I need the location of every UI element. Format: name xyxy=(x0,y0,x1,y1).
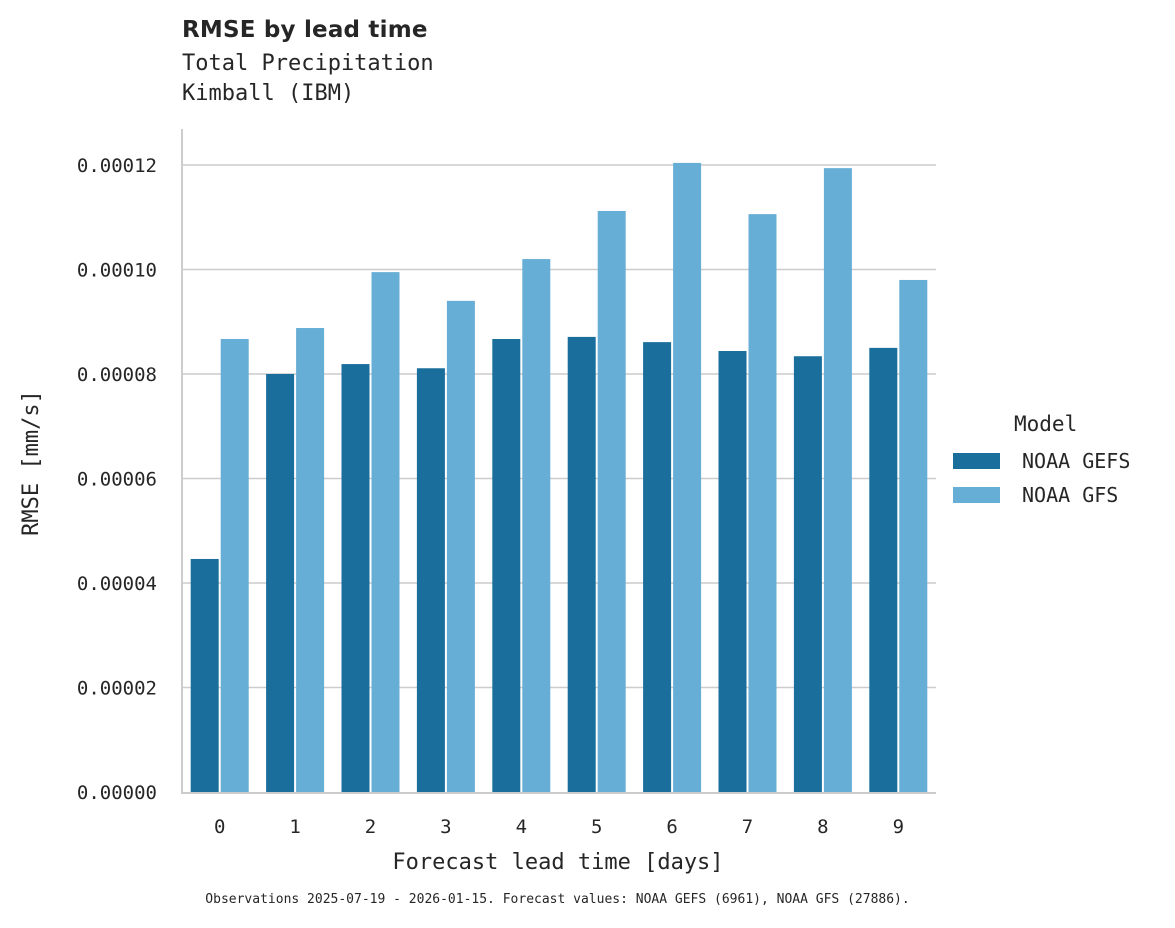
y-tick-label: 0.00006 xyxy=(77,469,157,491)
bar-noaa-gefs-day-5 xyxy=(567,336,596,792)
legend-item-noaa-gefs: NOAA GEFS xyxy=(953,444,1130,478)
bar-noaa-gefs-day-1 xyxy=(266,374,295,792)
bar-noaa-gfs-day-8 xyxy=(823,168,852,792)
x-tick-label: 5 xyxy=(591,816,602,838)
bar-noaa-gfs-day-9 xyxy=(899,279,928,792)
x-tick-label: 7 xyxy=(742,816,753,838)
bar-noaa-gefs-day-6 xyxy=(643,342,672,792)
bar-noaa-gfs-day-1 xyxy=(296,328,325,792)
bar-noaa-gfs-day-2 xyxy=(371,272,400,792)
legend-swatch-gefs xyxy=(953,453,1000,469)
legend-label-gefs: NOAA GEFS xyxy=(1022,449,1131,473)
chart-subtitle-location: Kimball (IBM) xyxy=(182,81,355,106)
y-tick-label: 0.00008 xyxy=(77,364,157,386)
legend-title: Model xyxy=(1014,412,1078,436)
y-gridlines xyxy=(182,164,936,689)
y-tick-labels: 0.00000 0.00002 0.00004 0.00006 0.00008 0.000… xyxy=(77,155,157,804)
bars xyxy=(190,162,928,793)
y-tick-label: 0.00002 xyxy=(77,678,157,700)
bar-noaa-gfs-day-6 xyxy=(673,162,702,792)
x-tick-label: 8 xyxy=(817,816,828,838)
x-tick-label: 3 xyxy=(440,816,451,838)
chart-subtitle-variable: Total Precipitation xyxy=(182,51,434,76)
x-tick-labels: 0 1 2 3 4 5 6 7 8 9 xyxy=(214,816,904,838)
axes xyxy=(181,129,936,794)
bar-noaa-gfs-day-5 xyxy=(597,210,626,793)
legend-label-gfs: NOAA GFS xyxy=(1022,483,1119,507)
x-axis-label: Forecast lead time [days] xyxy=(392,850,723,875)
y-tick-label: 0.00004 xyxy=(77,573,157,595)
legend-swatch-gfs xyxy=(953,487,1000,503)
bar-noaa-gfs-day-7 xyxy=(748,214,777,793)
y-tick-label: 0.00010 xyxy=(77,260,157,282)
bar-noaa-gfs-day-3 xyxy=(446,300,475,792)
y-axis-label: RMSE [mm/s] xyxy=(19,390,44,536)
x-tick-label: 9 xyxy=(893,816,904,838)
bar-noaa-gefs-day-2 xyxy=(341,364,370,792)
chart-title: RMSE by lead time xyxy=(182,17,428,43)
footnote: Observations 2025-07-19 - 2026-01-15. Fo… xyxy=(205,892,910,907)
y-tick-label: 0.00000 xyxy=(77,782,157,804)
y-tick-label: 0.00012 xyxy=(77,155,157,177)
bar-noaa-gefs-day-3 xyxy=(416,368,445,792)
legend: Model NOAA GEFS NOAA GFS xyxy=(953,412,1130,512)
x-tick-label: 6 xyxy=(666,816,677,838)
bar-noaa-gefs-day-8 xyxy=(793,356,822,792)
x-tick-label: 2 xyxy=(365,816,376,838)
bar-noaa-gefs-day-7 xyxy=(718,351,747,792)
bar-noaa-gfs-day-0 xyxy=(220,338,249,792)
bar-noaa-gefs-day-4 xyxy=(492,338,521,792)
bar-noaa-gefs-day-0 xyxy=(190,558,219,792)
legend-item-noaa-gfs: NOAA GFS xyxy=(953,478,1130,512)
x-tick-label: 1 xyxy=(289,816,300,838)
bar-noaa-gefs-day-9 xyxy=(869,347,898,792)
x-tick-label: 4 xyxy=(516,816,527,838)
x-tick-label: 0 xyxy=(214,816,225,838)
bar-noaa-gfs-day-4 xyxy=(522,259,551,792)
